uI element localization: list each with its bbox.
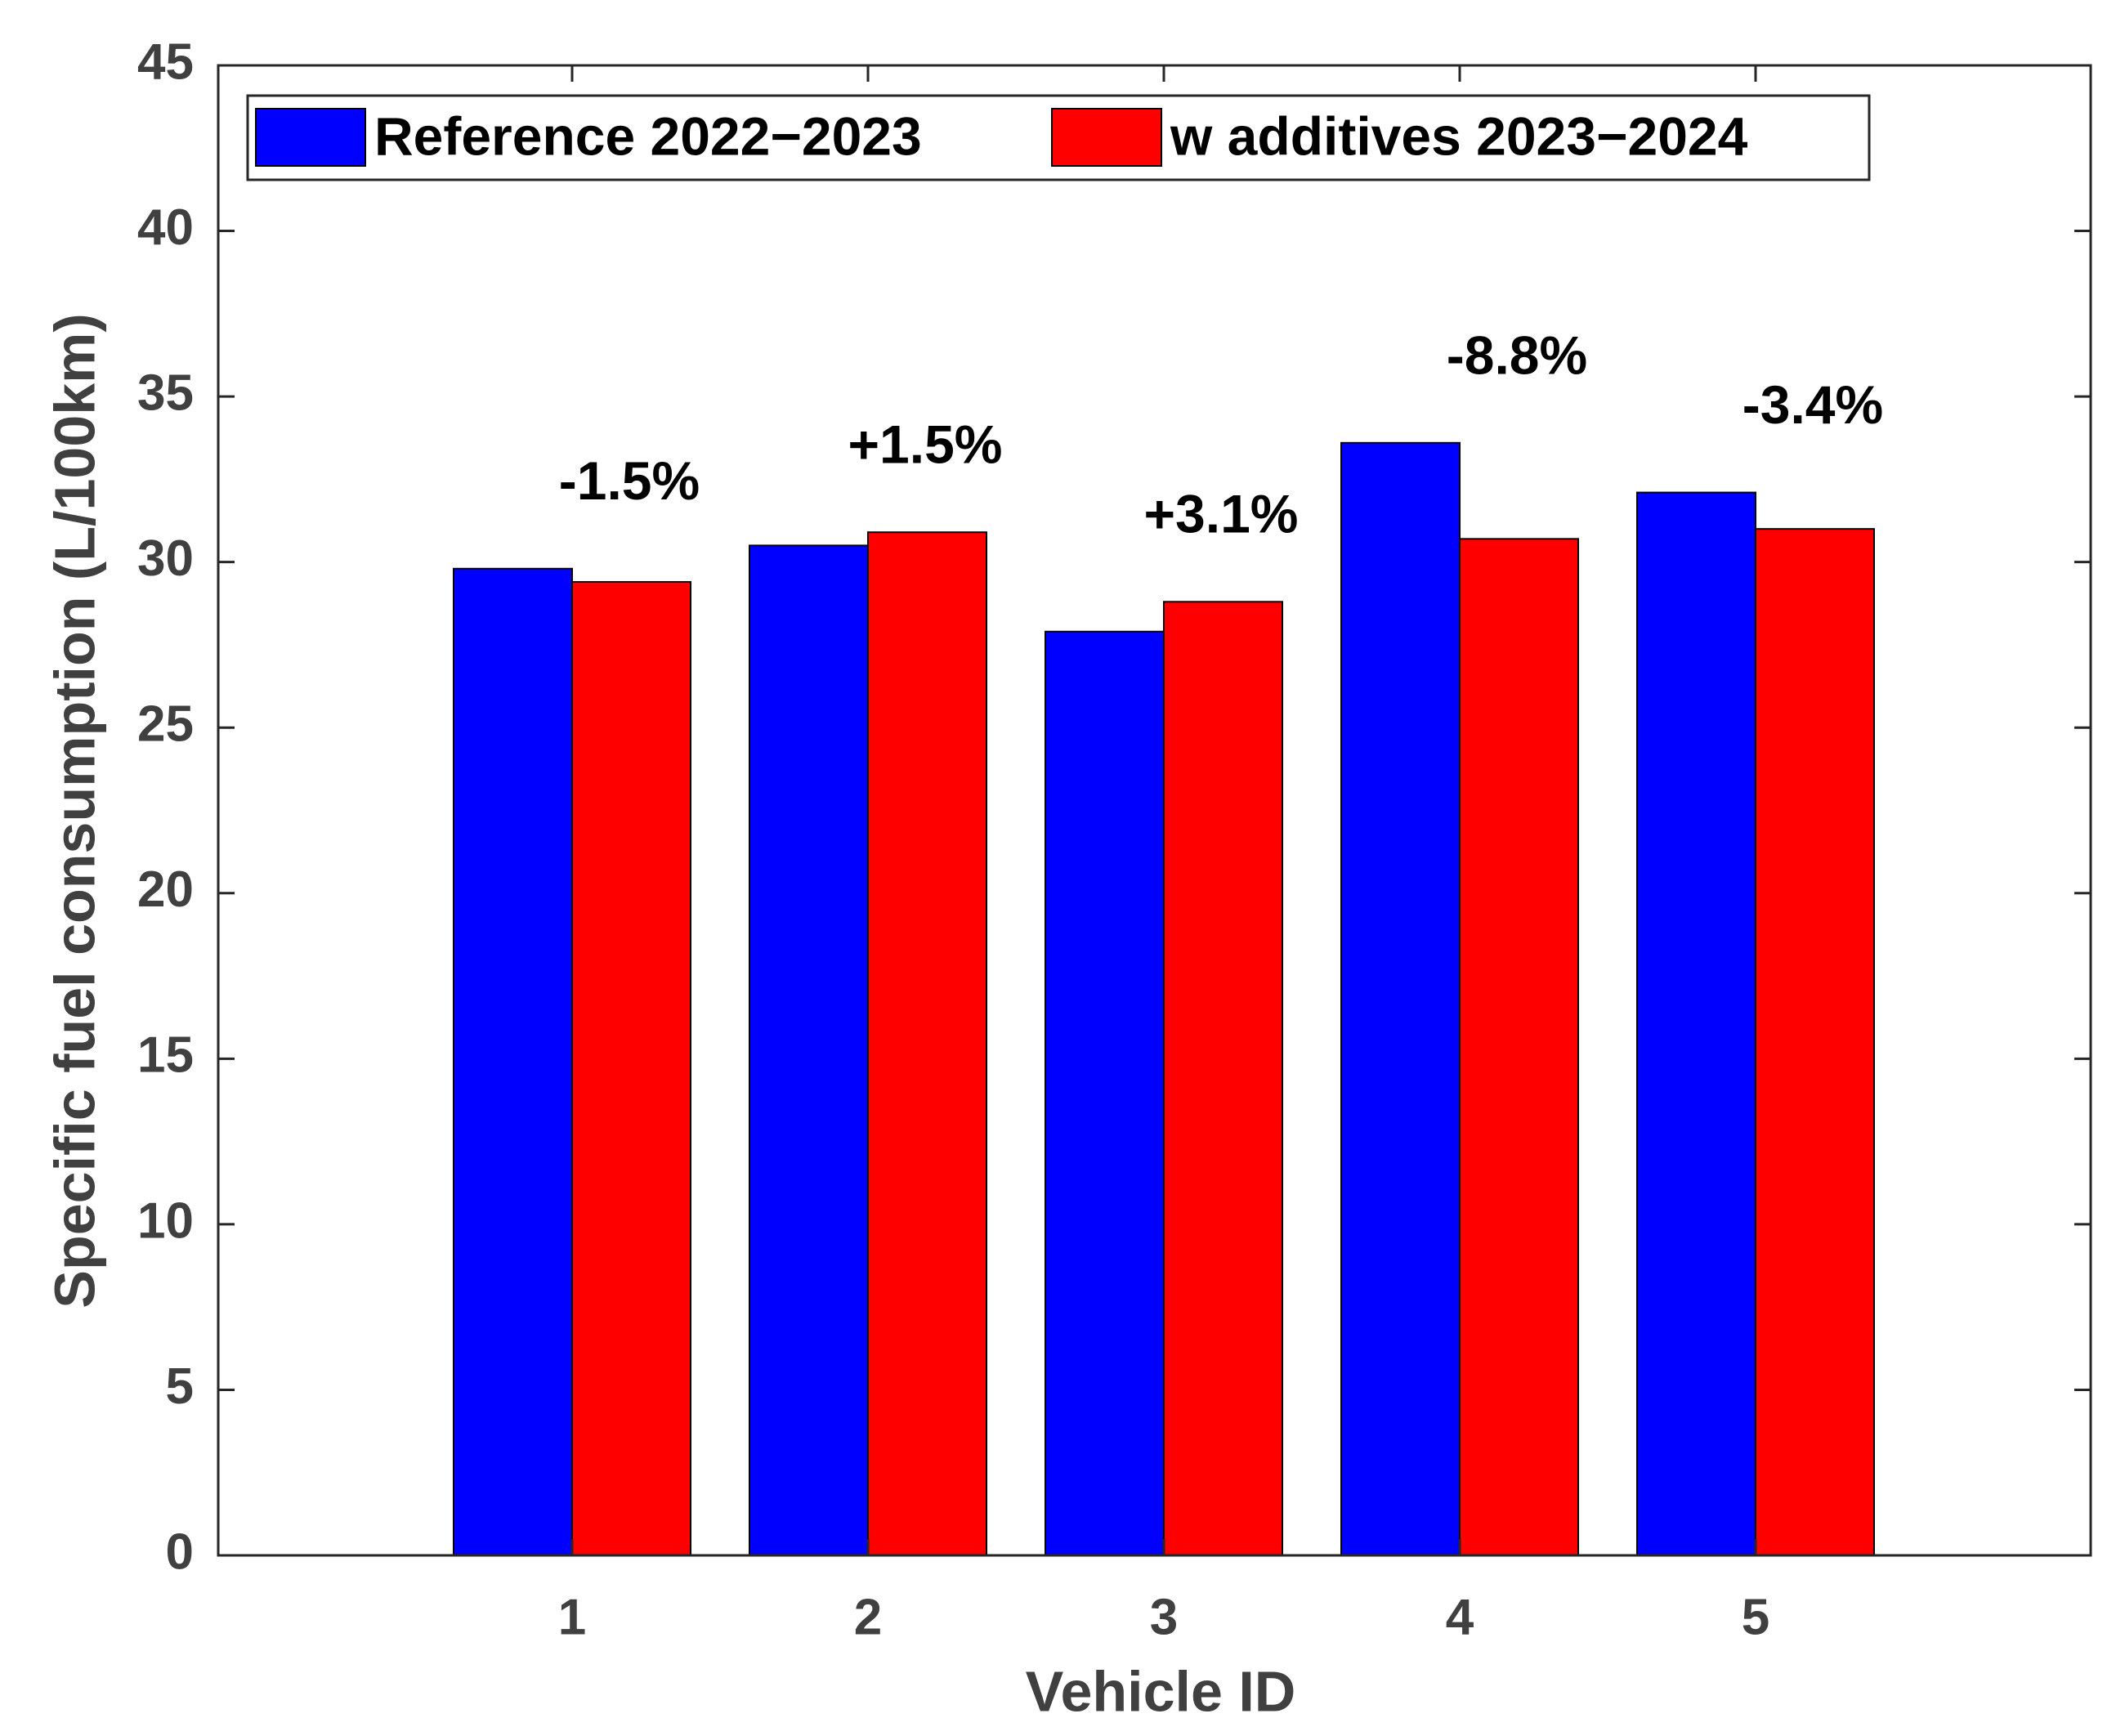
axes-box <box>217 64 2092 1557</box>
x-tick-label: 2 <box>854 1589 882 1645</box>
annotation: -8.8% <box>1447 324 1587 385</box>
y-tick-label: 20 <box>137 861 194 918</box>
bar <box>453 567 573 1556</box>
y-axis-label: Specific fuel consumption (L/100km) <box>42 313 106 1308</box>
y-tick-label: 15 <box>137 1027 194 1084</box>
legend: Reference 2022−2023 w additives 2023−2024 <box>246 94 1871 181</box>
legend-swatch <box>255 108 366 167</box>
plot-area <box>453 441 1875 1557</box>
x-tick-label: 3 <box>1150 1589 1178 1645</box>
y-tick-label: 5 <box>166 1358 194 1415</box>
bar <box>1163 601 1283 1556</box>
y-tick-label: 35 <box>137 365 194 421</box>
legend-label: Reference 2022−2023 <box>374 105 922 166</box>
legend-label: w additives 2023−2024 <box>1170 105 1748 166</box>
annotation: +1.5% <box>848 414 1003 475</box>
bar <box>1755 528 1875 1557</box>
bar <box>1340 441 1461 1556</box>
x-tick-label: 5 <box>1742 1589 1769 1645</box>
x-tick-label: 1 <box>558 1589 586 1645</box>
legend-swatch <box>1051 108 1162 167</box>
annotation: -3.4% <box>1742 374 1883 435</box>
annotation: -1.5% <box>559 450 700 511</box>
bar <box>1636 491 1756 1556</box>
y-tick-label: 25 <box>137 696 194 753</box>
y-tick-label: 45 <box>137 34 194 90</box>
bar <box>1459 538 1579 1557</box>
bar <box>867 531 987 1556</box>
bar <box>571 580 691 1556</box>
y-tick-label: 0 <box>166 1523 194 1580</box>
annotation: +3.1% <box>1144 484 1299 544</box>
y-tick-label: 30 <box>137 530 194 587</box>
x-axis-label: Vehicle ID <box>1026 1659 1296 1723</box>
y-tick-label: 40 <box>137 199 194 256</box>
bar <box>1045 630 1165 1556</box>
x-tick-label: 4 <box>1446 1589 1474 1645</box>
y-tick-label: 10 <box>137 1192 194 1249</box>
bar <box>749 544 869 1556</box>
